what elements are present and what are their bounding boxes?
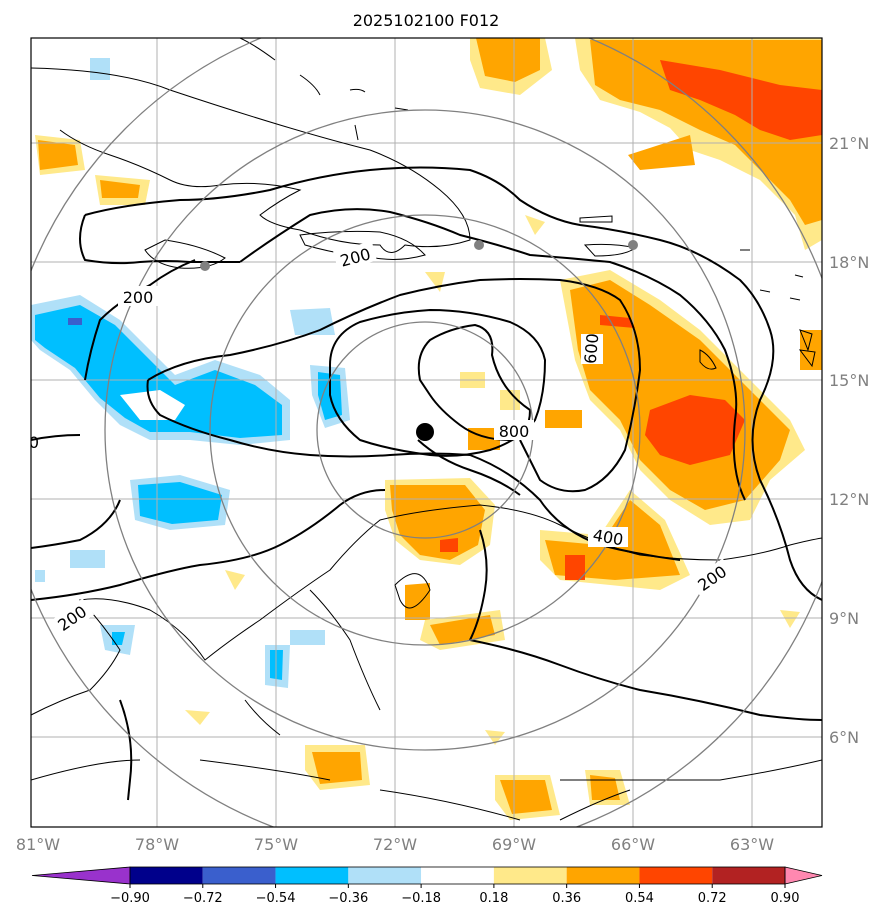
colorbar-swatch <box>566 867 640 884</box>
contour-label: 800 <box>499 422 530 441</box>
contour-label: 600 <box>581 332 603 364</box>
colorbar-tick-label: 0.36 <box>552 891 581 906</box>
lon-tick: 75°W <box>254 835 298 854</box>
contour-lines <box>31 166 822 801</box>
lon-tick: 66°W <box>611 835 655 854</box>
lat-tick-labels: 6°N 9°N 12°N 15°N 18°N 21°N <box>829 134 869 747</box>
colorbar-tick-label: −0.54 <box>256 891 296 906</box>
colorbar-extend-low <box>31 866 131 885</box>
colorbar-tick-label: 0.90 <box>771 891 800 906</box>
colorbar-tick-label: 0.54 <box>625 891 654 906</box>
figure-title: 2025102100 F012 <box>353 11 500 30</box>
station-marker <box>474 240 484 250</box>
station-markers <box>200 240 638 271</box>
colorbar-tick-label: 0.72 <box>698 891 727 906</box>
colorbar-swatch <box>639 867 713 884</box>
lon-tick: 81°W <box>16 835 60 854</box>
station-marker <box>200 261 210 271</box>
colorbar-swatch <box>348 867 422 884</box>
lat-tick: 9°N <box>829 609 859 628</box>
lon-tick-labels: 81°W 78°W 75°W 72°W 69°W 66°W 63°W <box>16 835 774 854</box>
contour-label: 0 <box>29 433 39 452</box>
contour-labels: 200 200 600 800 400 200 200 0 <box>29 241 735 638</box>
colorbar-extend-high <box>784 866 823 885</box>
colorbar-tick-label: 0.18 <box>479 891 508 906</box>
colorbar-tick-label: −0.36 <box>328 891 368 906</box>
lat-tick: 15°N <box>829 371 869 390</box>
storm-center-marker <box>416 423 434 441</box>
lon-tick: 69°W <box>492 835 536 854</box>
map-frame <box>30 37 823 828</box>
colorbar-tick-label: −0.18 <box>401 891 441 906</box>
contour-label: 200 <box>123 288 154 307</box>
map-area: 200 200 600 800 400 200 200 0 <box>29 38 822 827</box>
lon-tick: 78°W <box>135 835 179 854</box>
colorbar: −0.90 −0.72 −0.54 −0.36 −0.18 0.18 0.36 0.54 0.7… <box>31 866 823 906</box>
lon-tick: 72°W <box>373 835 417 854</box>
colorbar-swatch <box>421 867 494 884</box>
colorbar-swatch <box>493 867 567 884</box>
colorbar-swatch <box>202 867 276 884</box>
contour-label: 200 <box>338 244 372 270</box>
station-marker <box>628 240 638 250</box>
colorbar-tick-label: −0.90 <box>110 891 150 906</box>
colorbar-tick-label: −0.72 <box>183 891 223 906</box>
lat-tick: 6°N <box>829 728 859 747</box>
lon-tick: 63°W <box>730 835 774 854</box>
colorbar-swatch <box>130 867 203 884</box>
lat-tick: 12°N <box>829 490 869 509</box>
coastlines <box>31 38 822 821</box>
colorbar-frame <box>129 866 786 885</box>
colorbar-swatch <box>275 867 349 884</box>
lat-tick: 21°N <box>829 134 869 153</box>
lat-tick: 18°N <box>829 253 869 272</box>
colorbar-swatch <box>712 867 785 884</box>
